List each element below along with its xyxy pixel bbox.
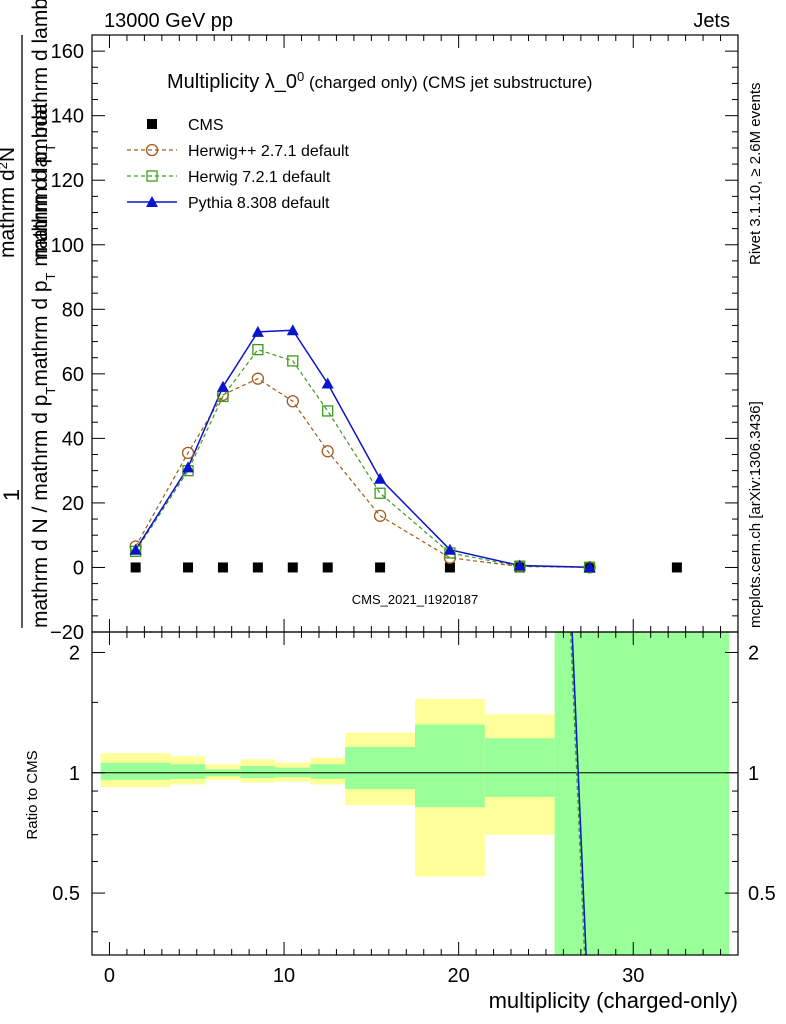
data-point-cms [130, 562, 141, 573]
legend-label-cms: CMS [188, 117, 224, 134]
ratio-band-green [170, 764, 206, 779]
header-right-label: Jets [693, 10, 730, 32]
data-point-herwig-7-2-1-default [287, 355, 299, 367]
x-tick-label: 10 [273, 965, 295, 987]
data-point-pythia-8-308-default [182, 461, 195, 473]
ratio-band-green [100, 762, 171, 780]
series-line-pythia-8-308-default [135, 329, 590, 569]
series-line-herwig-7-2-1-default [135, 348, 590, 568]
data-point-pythia-8-308-default [251, 325, 264, 337]
data-point-pythia-8-308-default [321, 377, 334, 389]
data-point-cms [287, 562, 298, 573]
y-tick-label: −20 [50, 622, 84, 644]
data-point-cms [671, 562, 682, 573]
data-point-pythia-8-308-default [583, 561, 596, 573]
data-point-cms [444, 562, 455, 573]
legend-label-herwig-2-7-1-default: Herwig++ 2.7.1 default [188, 143, 350, 160]
y-label-top: mathrm d2N [0, 147, 19, 258]
data-point-herwig-7-2-1-default [252, 343, 264, 356]
y-tick-label: 40 [62, 428, 84, 450]
series-group [129, 324, 682, 574]
ratio-tick-label-right: 1 [748, 763, 759, 785]
ratio-bands [92, 632, 738, 955]
legend-marker-cms [147, 119, 157, 129]
legend: CMS Herwig++ 2.7.1 default Herwig 7.2.1 de… [127, 117, 350, 212]
ratio-tick-label-left: 1 [69, 763, 80, 785]
y-tick-label: 0 [73, 557, 84, 579]
data-point-herwig-2-7-1-default [181, 446, 195, 460]
data-point-cms [252, 562, 263, 573]
data-point-pythia-8-308-default [513, 559, 526, 571]
y-tick-label: 120 [51, 170, 84, 192]
ratio-y-axis-label: Ratio to CMS [24, 750, 41, 839]
y-axis-label: 1 mathrm d2N mathrm d pT mathrm d lambdama… [0, 0, 58, 628]
ratio-band-green [484, 738, 555, 797]
legend-marker-pythia-8-308-default [146, 196, 158, 207]
data-point-pythia-8-308-default [129, 543, 142, 555]
data-point-herwig-2-7-1-default [251, 372, 265, 385]
data-point-pythia-8-308-default [216, 380, 229, 392]
ratio-tick-label-right: 0.5 [748, 883, 776, 905]
analysis-label: CMS_2021_I1920187 [352, 592, 479, 607]
data-point-pythia-8-308-default [374, 472, 387, 484]
x-tick-label: 0 [104, 965, 115, 987]
y-tick-label: 80 [62, 299, 84, 321]
legend-label-pythia-8-308-default: Pythia 8.308 default [188, 195, 330, 212]
ratio-band-green [415, 724, 485, 808]
y-label-bottom: mathrm d N / mathrm d pTmathrm d pT math… [29, 103, 58, 628]
data-point-pythia-8-308-default [286, 324, 299, 336]
ratio-band-green [554, 632, 730, 955]
legend-marker-herwig-7-2-1-default [146, 170, 158, 182]
legend-label-herwig-7-2-1-default: Herwig 7.2.1 default [188, 169, 331, 186]
ratio-band-green [345, 747, 415, 790]
data-point-pythia-8-308-default [443, 543, 456, 555]
ratio-plot-frame [91, 631, 739, 956]
ratio-herwig7-line [569, 632, 586, 955]
data-point-cms [217, 562, 228, 573]
data-point-cms [375, 562, 386, 573]
data-point-herwig-2-7-1-default [373, 509, 387, 522]
x-tick-label: 30 [622, 965, 644, 987]
legend-marker-herwig-2-7-1-default [145, 143, 159, 157]
data-point-herwig-2-7-1-default [286, 395, 299, 408]
mcplots-label: mcplots.cern.ch [arXiv:1306.3436] [747, 401, 764, 628]
data-point-herwig-7-2-1-default [322, 405, 334, 417]
ratio-band-green [240, 765, 276, 779]
ratio-tick-label-right: 2 [748, 642, 759, 664]
y-tick-label: 140 [51, 106, 84, 128]
y-tick-label: 100 [51, 235, 84, 257]
y-label-top-second: mathrm d pT mathrm d lambda [29, 0, 58, 258]
y-tick-label: 160 [51, 41, 84, 63]
x-axis-label: multiplicity (charged-only) [489, 988, 738, 1013]
header-left-label: 13000 GeV pp [104, 10, 233, 32]
x-tick-label: 20 [448, 965, 470, 987]
data-point-herwig-7-2-1-default [374, 487, 386, 499]
ratio-band-green [310, 764, 346, 779]
chart-title: Multiplicity λ_00 (charged only) (CMS je… [167, 69, 592, 94]
y-tick-label: 60 [62, 364, 84, 386]
data-point-herwig-2-7-1-default [321, 445, 334, 458]
ratio-tick-label-left: 2 [69, 642, 80, 664]
ratio-pythia-line [571, 632, 587, 955]
series-line-herwig-2-7-1-default [135, 377, 590, 568]
data-point-cms [322, 562, 333, 573]
data-point-cms [183, 562, 194, 573]
rivet-version-label: Rivet 3.1.10, ≥ 2.6M events [747, 83, 764, 266]
ratio-tick-label-left: 0.5 [52, 883, 80, 905]
y-tick-label: 20 [62, 493, 84, 515]
y-label-numerator: 1 [0, 489, 24, 501]
